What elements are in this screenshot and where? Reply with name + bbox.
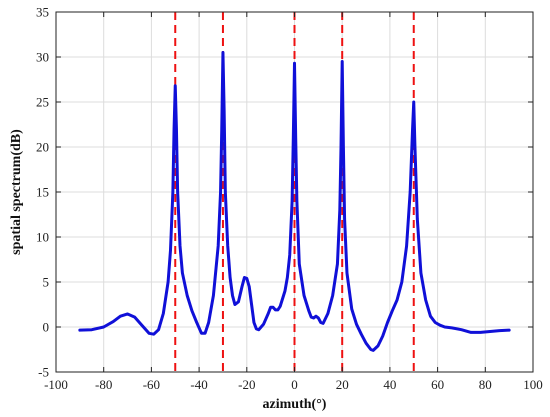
x-tick-label-8: 60 [431, 377, 444, 392]
y-tick-label-1: 0 [43, 320, 50, 335]
y-tick-label-2: 5 [43, 275, 50, 290]
y-axis-label: spatial spectrum(dB) [9, 129, 24, 255]
x-tick-label-5: 0 [291, 377, 298, 392]
x-tick-label-0: -100 [44, 377, 68, 392]
y-tick-label-8: 35 [36, 5, 49, 20]
x-tick-label-7: 40 [383, 377, 396, 392]
x-tick-label-2: -60 [143, 377, 160, 392]
x-axis-label: azimuth(°) [263, 397, 327, 412]
x-tick-label-6: 20 [336, 377, 349, 392]
y-tick-label-5: 20 [36, 140, 49, 155]
x-tick-label-9: 80 [479, 377, 492, 392]
series-layer [78, 51, 511, 352]
x-tick-label-3: -40 [190, 377, 207, 392]
y-tick-label-0: -5 [38, 365, 49, 380]
y-axis-ticks: -5 0 5 10 15 20 25 30 35 [36, 5, 533, 380]
series-line-0 [78, 51, 511, 352]
x-tick-label-1: -80 [95, 377, 112, 392]
y-tick-label-7: 30 [36, 50, 49, 65]
x-tick-label-4: -20 [238, 377, 255, 392]
y-tick-label-4: 15 [36, 185, 49, 200]
y-tick-label-6: 25 [36, 95, 49, 110]
y-tick-label-3: 10 [36, 230, 49, 245]
x-axis-ticks: -100 -80 -60 -40 -20 0 20 40 60 80 100 [44, 12, 543, 392]
x-tick-label-10: 100 [523, 377, 543, 392]
